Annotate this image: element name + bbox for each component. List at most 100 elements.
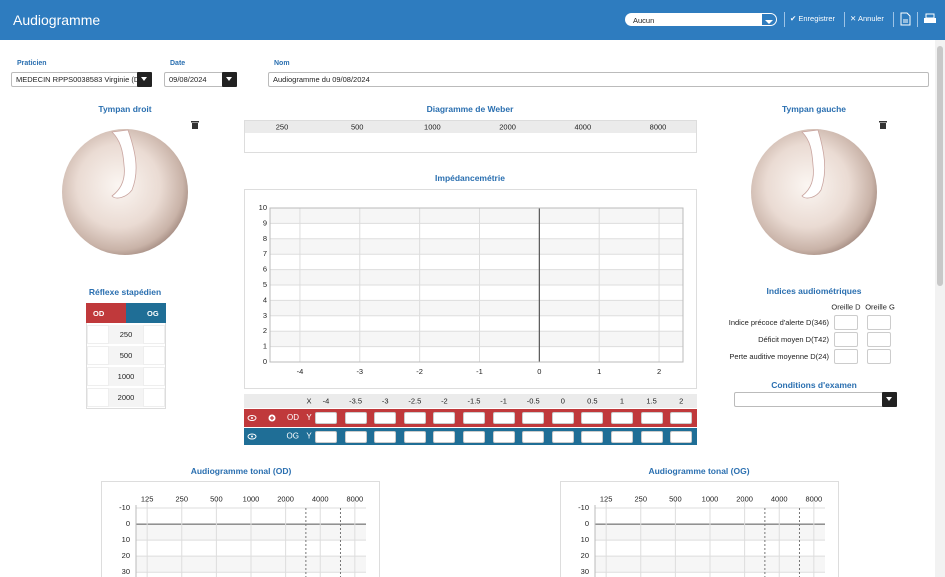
section-title: Diagramme de Weber [426, 104, 514, 114]
value-input[interactable] [374, 412, 397, 424]
value-input[interactable] [581, 412, 604, 424]
practitioner-dropdown[interactable] [137, 72, 152, 87]
separator [784, 12, 785, 27]
value-input[interactable] [522, 431, 545, 443]
print-icon[interactable] [923, 13, 937, 25]
add-icon-cross [270, 416, 274, 420]
x-tick-label: 0 [537, 367, 541, 376]
index-input[interactable] [834, 332, 858, 347]
y-tick-label: 6 [263, 265, 267, 274]
row-label: Y [306, 432, 312, 441]
value-input[interactable] [670, 431, 693, 443]
eye-icon[interactable] [247, 433, 257, 440]
value-input[interactable] [315, 431, 337, 443]
reflex-cell [143, 367, 165, 386]
value-input[interactable] [433, 412, 456, 424]
tympanum-right[interactable] [62, 129, 188, 255]
value-input[interactable] [403, 412, 426, 424]
weber-header [245, 121, 696, 133]
header-bar [0, 0, 945, 40]
x-tick-label: 125 [600, 494, 613, 503]
value-input[interactable] [374, 431, 397, 443]
index-input[interactable] [867, 332, 891, 347]
date-input[interactable]: 09/08/2024 [164, 72, 237, 87]
value-input[interactable] [551, 412, 574, 424]
index-input[interactable] [867, 315, 891, 330]
separator [844, 12, 845, 27]
reflex-cell [143, 325, 165, 344]
column-header: Oreille D [831, 302, 861, 311]
y-tick-label: 9 [263, 218, 267, 227]
filter-dropdown[interactable] [762, 14, 776, 25]
x-tick-label: -2 [416, 367, 423, 376]
impedance-table-header [244, 394, 697, 408]
section-title: Audiogramme tonal (OD) [190, 466, 292, 476]
weber-frequency: 250 [276, 122, 289, 131]
x-tick-label: 4000 [771, 494, 788, 503]
save-button[interactable]: ✔ Enregistrer [790, 14, 836, 23]
weber-frequency: 500 [351, 122, 364, 131]
table-x-value: -3.5 [349, 396, 362, 405]
reflex-frequency: 500 [109, 346, 143, 365]
value-input[interactable] [492, 431, 515, 443]
value-input[interactable] [611, 412, 633, 424]
value-input[interactable] [581, 431, 604, 443]
date-picker[interactable] [222, 72, 237, 87]
value-input[interactable] [492, 412, 515, 424]
grid-band [270, 331, 683, 347]
weber-frequency: 1000 [424, 122, 441, 131]
name-input[interactable]: Audiogramme du 09/08/2024 [268, 72, 929, 87]
tympanum-left[interactable] [751, 129, 877, 255]
x-tick-label: 500 [210, 494, 223, 503]
trash-icon[interactable] [191, 121, 199, 129]
y-tick-label: 10 [122, 535, 130, 544]
value-input[interactable] [670, 412, 693, 424]
value-input[interactable] [551, 431, 574, 443]
section-title: Impédancemétrie [435, 173, 505, 183]
value-input[interactable] [463, 412, 485, 424]
value-input[interactable] [433, 431, 456, 443]
reflex-cell [143, 388, 165, 407]
x-tick-label: -3 [356, 367, 363, 376]
index-input[interactable] [867, 349, 891, 364]
x-tick-label: 8000 [806, 494, 823, 503]
table-x-value: -2 [441, 396, 448, 405]
scrollbar-thumb[interactable] [937, 46, 943, 286]
value-input[interactable] [315, 412, 337, 424]
x-tick-label: 250 [176, 494, 189, 503]
row-ear: OD [287, 413, 299, 422]
x-tick-label: 500 [669, 494, 682, 503]
y-tick-label: -10 [578, 503, 589, 512]
y-tick-label: 0 [126, 519, 130, 528]
value-input[interactable] [344, 431, 367, 443]
y-tick-label: 30 [122, 567, 130, 576]
value-input[interactable] [522, 412, 545, 424]
x-tick-label: 125 [141, 494, 154, 503]
table-x-value: -2.5 [408, 396, 421, 405]
cancel-button[interactable]: ✕ Annuler [850, 14, 884, 23]
x-tick-label: 8000 [347, 494, 364, 503]
value-input[interactable] [640, 431, 663, 443]
value-input[interactable] [611, 431, 633, 443]
scrollbar-track [935, 40, 945, 577]
practitioner-input[interactable]: MEDECIN RPPS0038583 Virginie (Dr.) [11, 72, 151, 87]
weber-frequency: 8000 [650, 122, 667, 131]
value-input[interactable] [403, 431, 426, 443]
index-input[interactable] [834, 349, 858, 364]
trash-icon[interactable] [879, 121, 887, 129]
section-title: Indices audiométriques [766, 286, 862, 296]
conditions-dropdown[interactable] [882, 392, 897, 407]
eye-icon[interactable] [247, 415, 257, 421]
filter-select[interactable]: Aucun [625, 13, 777, 26]
table-x-value: -1 [500, 396, 507, 405]
y-tick-label: 3 [263, 311, 267, 320]
document-icon[interactable] [899, 12, 911, 26]
table-x-value: 2 [679, 396, 683, 405]
value-input[interactable] [640, 412, 663, 424]
index-label: Déficit moyen D(T42) [758, 335, 829, 344]
value-input[interactable] [463, 431, 485, 443]
reflex-cell [143, 346, 165, 365]
index-input[interactable] [834, 315, 858, 330]
value-input[interactable] [344, 412, 367, 424]
